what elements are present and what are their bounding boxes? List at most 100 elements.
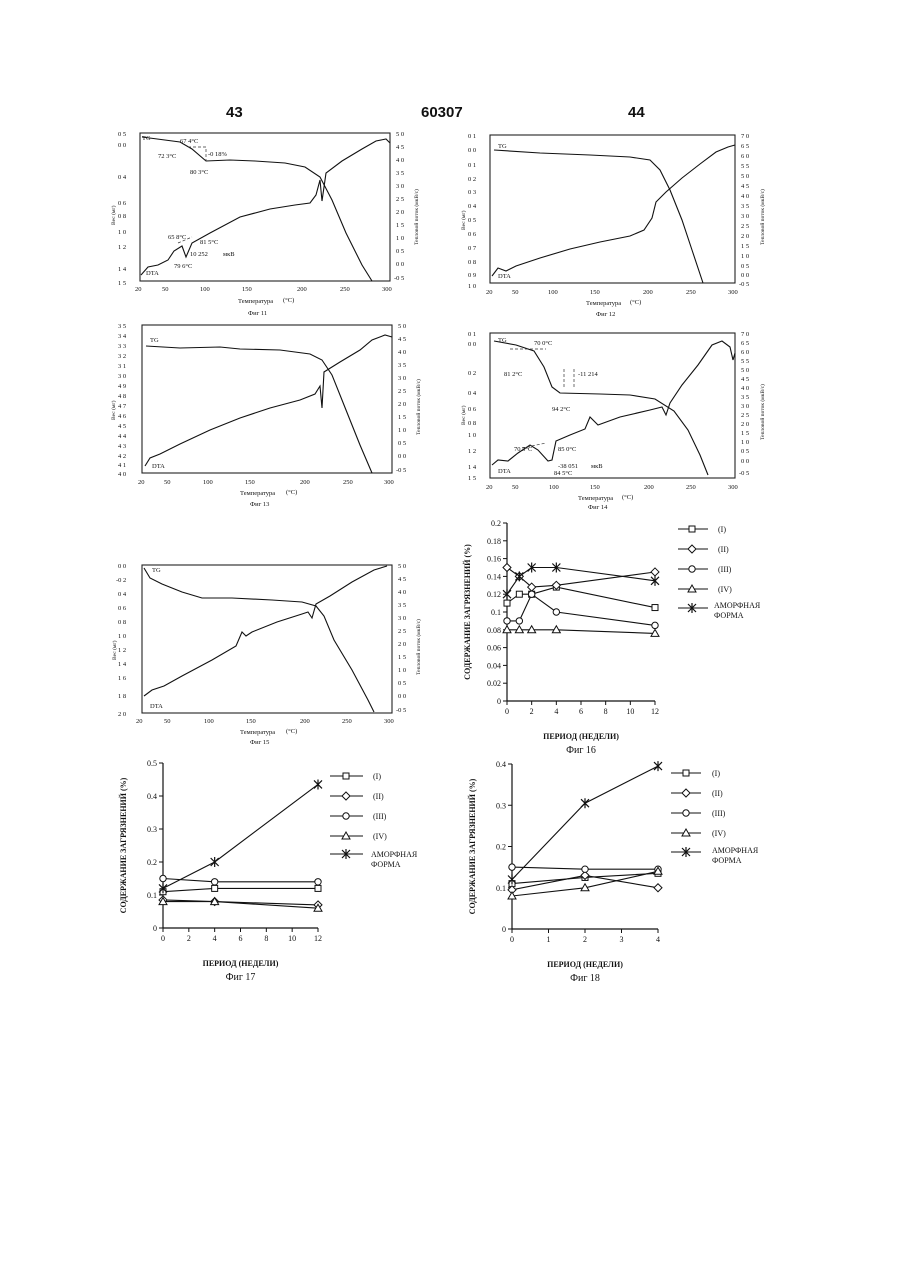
svg-text:(III): (III) <box>712 809 726 818</box>
svg-text:4 7: 4 7 <box>118 403 127 410</box>
svg-text:1 0: 1 0 <box>741 439 749 446</box>
x-ticks: 20 50 100 150 200 250 300 <box>135 286 392 293</box>
svg-text:50: 50 <box>512 289 519 296</box>
svg-text:3 1: 3 1 <box>118 363 126 370</box>
svg-text:20: 20 <box>135 286 142 293</box>
svg-text:3 5: 3 5 <box>398 602 406 609</box>
svg-text:0 0: 0 0 <box>741 272 749 279</box>
data-point <box>508 875 516 885</box>
svg-text:20: 20 <box>136 718 143 725</box>
tg-label: TG <box>152 567 161 574</box>
y-right-label: Тепловой поток (мкВ/с) <box>413 189 420 245</box>
thermogram-fig11: 0 5 0 0 0 4 0 6 0 8 1 0 1 2 1 4 1 5 5 0 … <box>110 125 420 325</box>
y-tick-label: 0.4 <box>496 760 506 769</box>
x-tick-label: 0 <box>510 935 514 944</box>
x-tick-label: 12 <box>651 707 659 716</box>
data-point <box>651 568 659 576</box>
svg-text:3 0: 3 0 <box>118 373 126 380</box>
svg-text:50: 50 <box>164 718 171 725</box>
svg-text:(II): (II) <box>373 792 384 801</box>
svg-text:3 0: 3 0 <box>741 213 749 220</box>
svg-text:0 0: 0 0 <box>741 458 749 465</box>
x-tick-label: 0 <box>505 707 509 716</box>
x-tick-label: 10 <box>626 707 634 716</box>
y-tick-label: 0.12 <box>487 590 501 599</box>
svg-text:-0 5: -0 5 <box>396 467 406 474</box>
svg-text:2 5: 2 5 <box>398 628 406 635</box>
svg-text:1 0: 1 0 <box>468 432 476 439</box>
svg-text:0 1: 0 1 <box>468 331 476 338</box>
svg-text:81 2°C: 81 2°C <box>504 371 522 378</box>
svg-text:-0 5: -0 5 <box>396 707 406 714</box>
data-point <box>160 875 166 881</box>
svg-text:200: 200 <box>300 479 310 486</box>
svg-text:4 8: 4 8 <box>118 393 126 400</box>
y-left-label: Вес (мг) <box>111 640 118 660</box>
plot-frame <box>490 135 735 283</box>
svg-text:-0 2: -0 2 <box>116 577 126 584</box>
data-point <box>315 885 321 891</box>
y-tick-label: 0.1 <box>496 884 506 893</box>
svg-text:65 8°C: 65 8°C <box>168 234 186 241</box>
svg-text:79 6°C: 79 6°C <box>174 263 192 270</box>
x-axis-label: ПЕРИОД (НЕДЕЛИ) <box>543 732 619 741</box>
svg-text:1 0: 1 0 <box>398 667 406 674</box>
legend-item-2: (II) <box>330 792 384 801</box>
series-5 <box>159 779 322 893</box>
y-axis-label: СОДЕРЖАНИЕ ЗАГРЯЗНЕНИЙ (%) <box>468 778 477 914</box>
svg-text:4 1: 4 1 <box>118 462 126 469</box>
x-tick-label: 6 <box>579 707 583 716</box>
svg-text:-0 18%: -0 18% <box>208 151 228 158</box>
svg-text:4 0: 4 0 <box>118 471 126 478</box>
svg-text:100: 100 <box>200 286 210 293</box>
series-line <box>507 594 655 625</box>
svg-text:250: 250 <box>340 286 350 293</box>
svg-text:4 5: 4 5 <box>398 336 406 343</box>
svg-text:1 5: 1 5 <box>118 280 126 287</box>
legend-item-2: (II) <box>678 545 729 554</box>
svg-text:0 4: 0 4 <box>118 174 127 181</box>
svg-text:0 6: 0 6 <box>118 200 127 207</box>
y-left-label: Вес (мг) <box>460 210 467 230</box>
svg-text:20: 20 <box>486 484 493 491</box>
data-point <box>652 622 658 628</box>
y-tick-label: 0.1 <box>147 891 157 900</box>
svg-text:0 4: 0 4 <box>118 591 127 598</box>
svg-text:100: 100 <box>549 484 559 491</box>
svg-text:6 0: 6 0 <box>741 349 749 356</box>
svg-text:0 0: 0 0 <box>118 142 126 149</box>
dta-curve <box>145 335 392 466</box>
data-point <box>553 609 559 615</box>
svg-text:1 4: 1 4 <box>118 266 127 273</box>
svg-text:0 8: 0 8 <box>468 259 476 266</box>
svg-text:0 2: 0 2 <box>468 176 476 183</box>
x-ticks: 20 50 100 150 200 250 300 <box>138 479 394 486</box>
y-right-label: Тепловой поток (мкВ/с) <box>415 619 422 675</box>
series-1 <box>504 584 658 610</box>
svg-text:-0 5: -0 5 <box>394 275 404 282</box>
impurity-chart-fig18: 00.10.20.30.401234СОДЕРЖАНИЕ ЗАГРЯЗНЕНИЙ… <box>460 752 680 992</box>
dta-label: DTA <box>146 270 159 277</box>
svg-text:(IV): (IV) <box>718 585 732 594</box>
svg-text:300: 300 <box>382 286 392 293</box>
svg-text:(I): (I) <box>718 525 726 534</box>
svg-text:0 6: 0 6 <box>468 406 477 413</box>
y-tick-label: 0.5 <box>147 759 157 768</box>
svg-text:200: 200 <box>297 286 307 293</box>
svg-text:1 0: 1 0 <box>118 633 126 640</box>
svg-text:1 4: 1 4 <box>118 661 127 668</box>
svg-text:5 0: 5 0 <box>741 367 749 374</box>
y-tick-label: 0.3 <box>496 801 506 810</box>
y-tick-label: 0.2 <box>491 519 501 528</box>
figure-caption: Фиг 14 <box>588 504 608 511</box>
svg-text:70 0°C: 70 0°C <box>534 340 552 347</box>
y-tick-label: 0 <box>502 925 506 934</box>
svg-text:6 0: 6 0 <box>741 153 749 160</box>
svg-text:3 0: 3 0 <box>396 183 404 190</box>
svg-text:1 4: 1 4 <box>468 464 477 471</box>
svg-text:1 5: 1 5 <box>468 475 476 482</box>
svg-text:0 2: 0 2 <box>468 370 476 377</box>
y-tick-label: 0.4 <box>147 792 157 801</box>
annotations: 67 4°C 72 3°C 80 3°C -0 18% 65 8°C 81 5°… <box>158 138 235 270</box>
svg-text:3 5: 3 5 <box>396 170 404 177</box>
